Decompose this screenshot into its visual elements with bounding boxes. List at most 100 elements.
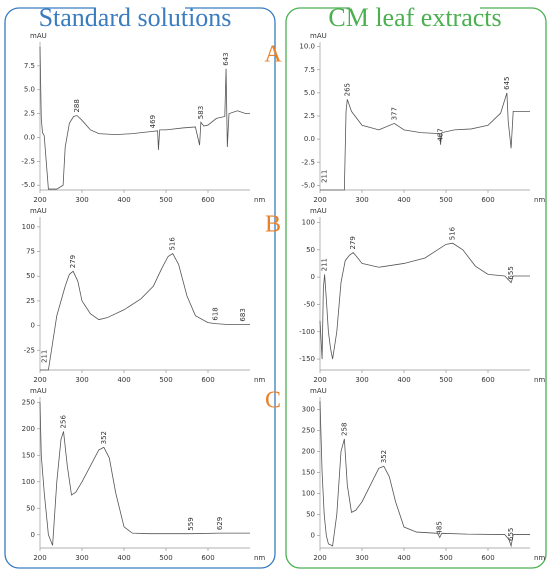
y-tick-label: 10.0 bbox=[299, 43, 315, 51]
peak-label: 211 bbox=[321, 258, 329, 271]
peak-label: 643 bbox=[222, 52, 230, 65]
x-axis-label: nm bbox=[534, 376, 545, 384]
y-tick-label: 150 bbox=[22, 451, 35, 459]
row-label: B bbox=[265, 212, 281, 238]
y-tick-label: -2.5 bbox=[301, 158, 315, 166]
peak-label: 256 bbox=[60, 415, 68, 429]
y-tick-label: 100 bbox=[22, 223, 35, 231]
x-tick-label: 500 bbox=[439, 376, 452, 384]
peak-label: 655 bbox=[507, 266, 515, 279]
row-label: A bbox=[264, 42, 282, 68]
peak-label: 645 bbox=[503, 76, 511, 89]
y-tick-label: 100 bbox=[302, 489, 315, 497]
x-tick-label: 500 bbox=[439, 554, 452, 562]
x-tick-label: 200 bbox=[313, 554, 326, 562]
y-tick-label: 5.0 bbox=[304, 89, 315, 97]
peak-label: 469 bbox=[149, 115, 157, 128]
y-tick-label: 100 bbox=[22, 478, 35, 486]
left-frame bbox=[4, 7, 276, 569]
peak-label: 487 bbox=[437, 128, 445, 141]
y-tick-label: 100 bbox=[302, 218, 315, 226]
y-tick-label: 2.5 bbox=[24, 110, 35, 118]
y-axis-label: mAU bbox=[310, 387, 327, 395]
y-tick-label: 50 bbox=[306, 246, 315, 254]
spectrum-line bbox=[39, 46, 250, 190]
x-tick-label: 400 bbox=[397, 196, 410, 204]
y-tick-label: 150 bbox=[302, 469, 315, 477]
y-tick-label: 200 bbox=[302, 448, 315, 456]
peak-label: 559 bbox=[187, 517, 195, 530]
x-tick-label: 500 bbox=[159, 196, 172, 204]
x-axis-label: nm bbox=[254, 554, 265, 562]
column-title: Standard solutions bbox=[39, 3, 232, 32]
y-axis-label: mAU bbox=[310, 207, 327, 215]
column-title: CM leaf extracts bbox=[328, 3, 501, 32]
peak-label: 279 bbox=[69, 255, 77, 268]
y-tick-label: -5.0 bbox=[21, 181, 35, 189]
spectrum-line bbox=[319, 401, 530, 548]
peak-label: 516 bbox=[169, 237, 177, 251]
y-tick-label: 0 bbox=[311, 531, 315, 539]
peak-label: 618 bbox=[212, 307, 220, 320]
y-tick-label: 0.0 bbox=[24, 133, 35, 141]
y-tick-label: 75 bbox=[26, 248, 35, 256]
spectrum-line bbox=[40, 252, 250, 371]
spectrum-line bbox=[320, 92, 530, 191]
y-tick-label: 5.0 bbox=[24, 86, 35, 94]
x-tick-label: 400 bbox=[117, 196, 130, 204]
y-tick-label: -50 bbox=[304, 300, 315, 308]
x-tick-label: 400 bbox=[117, 376, 130, 384]
peak-label: 352 bbox=[380, 450, 388, 463]
peak-label: 485 bbox=[436, 521, 444, 534]
peak-label: 629 bbox=[216, 517, 224, 530]
peak-label: 377 bbox=[390, 107, 398, 120]
y-tick-label: 50 bbox=[306, 510, 315, 518]
x-tick-label: 200 bbox=[33, 376, 46, 384]
peak-label: 655 bbox=[507, 528, 515, 541]
spectrum-line bbox=[319, 242, 530, 360]
x-tick-label: 600 bbox=[201, 196, 214, 204]
peak-label: 211 bbox=[41, 350, 49, 363]
peak-label: 279 bbox=[349, 236, 357, 249]
y-tick-label: 50 bbox=[26, 272, 35, 280]
y-tick-label: 250 bbox=[22, 398, 35, 406]
y-tick-label: 25 bbox=[26, 297, 35, 305]
y-tick-label: 7.5 bbox=[24, 62, 35, 70]
y-tick-label: 0 bbox=[311, 273, 315, 281]
x-tick-label: 600 bbox=[201, 554, 214, 562]
x-tick-label: 200 bbox=[313, 376, 326, 384]
y-axis-label: mAU bbox=[30, 207, 47, 215]
x-axis-label: nm bbox=[534, 196, 545, 204]
x-tick-label: 300 bbox=[75, 376, 88, 384]
spectrum-line bbox=[39, 402, 250, 546]
x-axis-label: nm bbox=[534, 554, 545, 562]
title-gap bbox=[350, 4, 480, 12]
x-tick-label: 600 bbox=[481, 376, 494, 384]
peak-label: 516 bbox=[449, 226, 457, 240]
y-tick-label: 0 bbox=[31, 531, 35, 539]
peak-label: 352 bbox=[100, 431, 108, 444]
y-tick-label: 50 bbox=[26, 504, 35, 512]
x-tick-label: 400 bbox=[397, 554, 410, 562]
y-axis-label: mAU bbox=[310, 32, 327, 40]
x-axis-label: nm bbox=[254, 376, 265, 384]
x-tick-label: 400 bbox=[397, 376, 410, 384]
x-tick-label: 300 bbox=[75, 554, 88, 562]
x-tick-label: 300 bbox=[355, 376, 368, 384]
x-tick-label: 600 bbox=[201, 376, 214, 384]
x-tick-label: 200 bbox=[313, 196, 326, 204]
y-tick-label: -25 bbox=[24, 346, 35, 354]
peak-label: 683 bbox=[239, 308, 247, 321]
row-label: C bbox=[265, 388, 281, 414]
peak-label: 288 bbox=[73, 99, 81, 112]
peak-label: 211 bbox=[321, 170, 329, 183]
title-gap bbox=[95, 4, 185, 12]
y-tick-label: 300 bbox=[302, 406, 315, 414]
y-tick-label: -5.0 bbox=[301, 181, 315, 189]
peak-label: 583 bbox=[197, 106, 205, 119]
y-tick-label: -2.5 bbox=[21, 157, 35, 165]
y-tick-label: -100 bbox=[299, 328, 315, 336]
y-tick-label: 0 bbox=[31, 322, 35, 330]
y-tick-label: 200 bbox=[22, 425, 35, 433]
